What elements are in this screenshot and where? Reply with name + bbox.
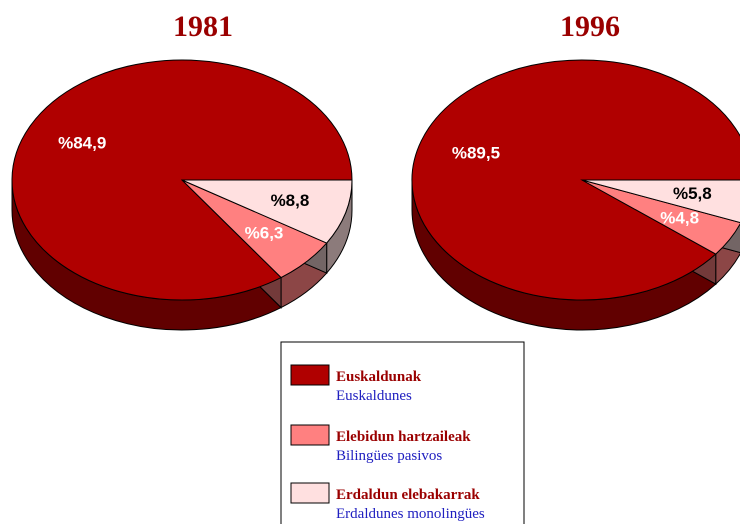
legend-translation: Bilingües pasivos [336, 448, 442, 464]
data-label: %4,8 [660, 208, 699, 227]
legend-translation: Euskaldunes [336, 388, 412, 404]
chart-title: 1981 [173, 10, 233, 43]
pie-slice [581, 179, 740, 255]
pie-slice [581, 179, 740, 224]
data-label: %5,8 [673, 184, 712, 203]
data-label: %84,9 [58, 133, 106, 152]
legend-translation: Erdaldunes monolingües [336, 506, 485, 522]
data-label: %8,8 [271, 191, 310, 210]
pie-slice [11, 59, 353, 301]
legend-swatch [290, 424, 330, 446]
data-label: %6,3 [245, 224, 284, 243]
legend-label: Euskaldunak [336, 369, 422, 385]
legend-swatch [290, 482, 330, 504]
pie-slice [411, 59, 740, 301]
legend-label: Erdaldun elebakarrak [336, 487, 480, 503]
legend-swatch [290, 364, 330, 386]
chart-title: 1996 [560, 10, 620, 43]
data-label: %89,5 [452, 144, 500, 163]
legend-label: Elebidun hartzaileak [336, 429, 471, 445]
pie-slice [181, 179, 353, 244]
